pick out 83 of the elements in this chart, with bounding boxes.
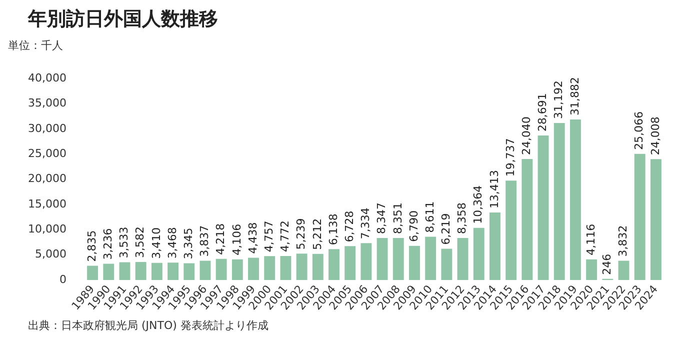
- y-tick-label: 30,000: [28, 122, 66, 135]
- data-label: 246: [600, 254, 614, 275]
- bar: [184, 263, 195, 280]
- data-label: 24,040: [520, 116, 534, 155]
- bar: [103, 264, 114, 280]
- bar: [312, 254, 324, 280]
- y-tick-label: 10,000: [28, 222, 66, 236]
- bar: [328, 249, 340, 280]
- y-tick-label: 40,000: [28, 71, 66, 84]
- bar: [360, 243, 372, 280]
- data-label: 3,832: [616, 225, 630, 257]
- bar: [200, 260, 211, 280]
- data-label: 6,138: [326, 214, 340, 246]
- data-label: 31,192: [552, 80, 566, 119]
- bar: [538, 136, 549, 280]
- data-label: 3,345: [182, 228, 195, 260]
- data-label: 2,835: [85, 230, 98, 262]
- bar: [425, 236, 436, 280]
- bar: [409, 246, 420, 280]
- bar: [441, 248, 452, 280]
- data-label: 4,106: [230, 224, 244, 256]
- y-tick-label: 20,000: [28, 172, 66, 186]
- data-label: 3,410: [150, 227, 163, 259]
- data-label: 3,468: [166, 227, 179, 259]
- source-note: 出典：日本政府観光局 (JNTO) 発表統計より作成: [28, 318, 268, 333]
- data-label: 8,611: [423, 201, 436, 233]
- bar: [634, 154, 646, 280]
- data-label: 3,533: [118, 226, 131, 258]
- data-label: 28,691: [536, 93, 550, 132]
- data-label: 24,008: [648, 116, 662, 156]
- bar: [87, 266, 98, 280]
- data-label: 4,438: [246, 222, 260, 254]
- data-label: 5,239: [294, 218, 308, 250]
- data-label: 5,212: [310, 218, 324, 250]
- bar: [296, 254, 308, 280]
- data-label: 8,351: [391, 202, 404, 234]
- bar: [586, 259, 598, 280]
- bar: [506, 180, 517, 280]
- data-label: 13,413: [488, 170, 501, 209]
- data-label: 4,772: [278, 220, 292, 252]
- bar: [168, 262, 178, 280]
- bar: [554, 122, 565, 280]
- data-label: 4,116: [584, 224, 598, 256]
- data-label: 19,737: [504, 138, 517, 177]
- bar: [473, 228, 484, 280]
- data-label: 3,236: [101, 228, 114, 260]
- data-label: 6,728: [342, 210, 356, 242]
- y-tick-label: 0: [59, 272, 66, 286]
- data-label: 31,882: [568, 76, 582, 116]
- y-tick-label: 15,000: [28, 197, 66, 210]
- data-label: 3,582: [134, 226, 147, 258]
- y-tick-label: 35,000: [28, 96, 66, 110]
- bar: [570, 119, 581, 280]
- bar: [650, 159, 662, 280]
- data-label: 4,757: [262, 220, 276, 252]
- bar: [280, 256, 292, 280]
- bar: [457, 238, 468, 280]
- bar: [248, 258, 259, 280]
- bar: [216, 258, 227, 280]
- bar: [490, 212, 500, 280]
- bar: [392, 238, 404, 280]
- bar: [119, 262, 130, 280]
- chart-title: 年別訪日外国人数推移: [28, 7, 218, 32]
- bar: [522, 158, 533, 280]
- bar: [135, 262, 146, 280]
- data-label: 25,066: [632, 111, 646, 150]
- bar: [344, 246, 356, 280]
- bar: [264, 256, 276, 280]
- data-label: 6,219: [440, 213, 453, 245]
- data-label: 7,334: [359, 208, 372, 240]
- y-tick-label: 25,000: [28, 147, 66, 160]
- y-tick-label: 5,000: [34, 248, 66, 261]
- data-label: 8,347: [375, 202, 388, 234]
- bar: [232, 259, 243, 280]
- y-axis-title: 単位：千人: [8, 38, 63, 53]
- bar: [376, 238, 388, 280]
- data-label: 3,837: [198, 225, 212, 257]
- data-label: 10,364: [472, 185, 485, 224]
- data-label: 6,790: [407, 210, 420, 242]
- bar: [618, 260, 630, 280]
- data-label: 4,218: [214, 223, 228, 255]
- bar: [151, 262, 162, 280]
- data-label: 8,358: [456, 202, 469, 234]
